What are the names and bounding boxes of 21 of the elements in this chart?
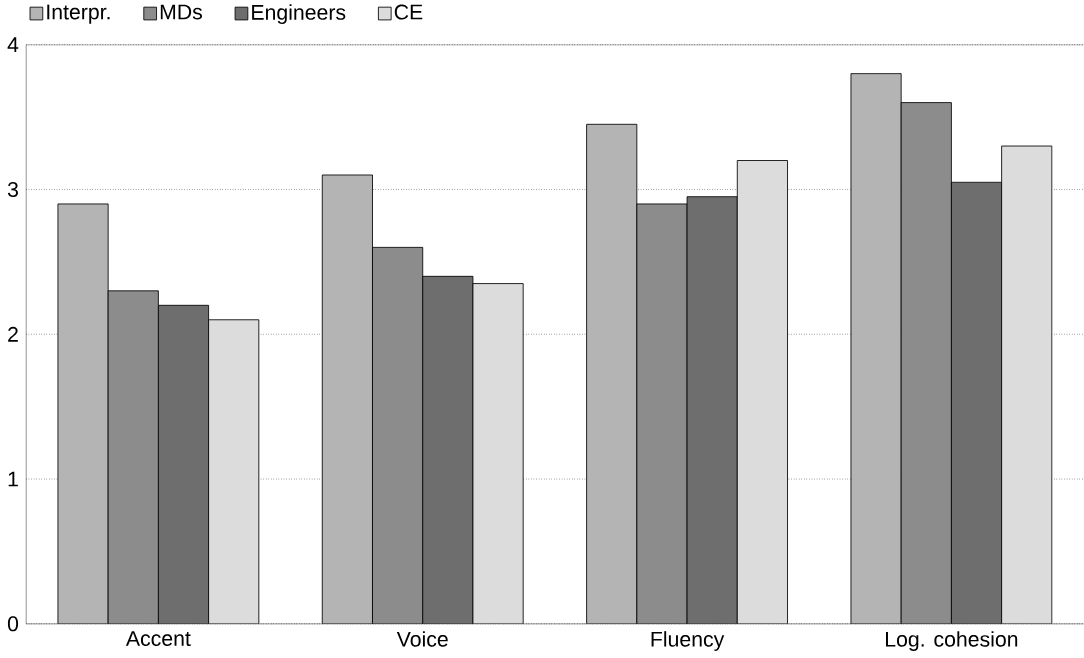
y-tick-label: 1 [8,471,18,487]
x-tick-label: Voice [396,631,448,647]
x-tick-label: Fluency [651,631,725,651]
legend-label: Engineers [252,4,346,25]
bar [107,290,159,624]
bar [586,123,638,624]
bar [57,203,109,624]
y-tick-label: 0 [7,616,19,632]
y-tick-label: 3 [7,181,18,197]
x-tick-label: Log. cohesion [886,631,1018,651]
bar [372,246,424,624]
y-tick-label: 4 [7,37,19,52]
y-tick-label: 2 [8,326,18,342]
bar [900,102,952,624]
legend-label: Interpr. [47,4,110,24]
bar [636,203,688,624]
bar [321,174,373,624]
legend-label: CE [394,4,423,20]
legend-label: MDs [160,4,202,20]
x-tick-label: Accent [125,631,191,646]
bar [850,73,902,624]
